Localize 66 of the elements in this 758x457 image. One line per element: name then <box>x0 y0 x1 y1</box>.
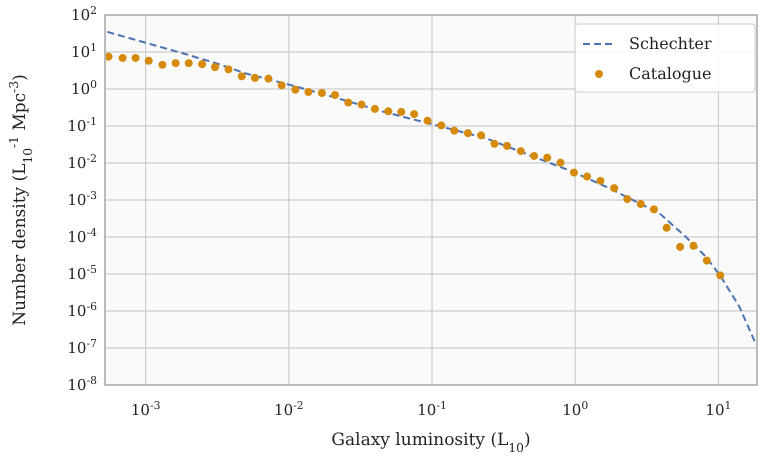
y-tick-label: 10$^{-6}$ <box>67 300 98 320</box>
point <box>450 126 458 135</box>
x-tick-label: 10$^{1}$ <box>705 398 732 419</box>
point <box>556 158 564 167</box>
point <box>344 98 352 107</box>
point <box>198 60 206 68</box>
y-tick-label: 10$^{0}$ <box>71 78 98 98</box>
x-tick-label: 10$^{-1}$ <box>417 398 447 419</box>
point <box>716 271 724 280</box>
y-tick-label: 10$^{-3}$ <box>67 188 98 209</box>
point <box>105 52 112 61</box>
point <box>224 65 233 74</box>
y-tick-label: 10$^{-1}$ <box>67 114 97 135</box>
x-tick-label: 10$^{-2}$ <box>274 398 304 419</box>
point <box>370 104 379 113</box>
point <box>384 107 392 116</box>
point <box>250 74 259 82</box>
point <box>437 121 446 130</box>
point <box>623 195 632 204</box>
legend-label: Catalogue <box>629 64 712 83</box>
point <box>238 72 246 80</box>
point <box>211 63 220 72</box>
point <box>184 59 193 68</box>
point <box>358 100 366 109</box>
point <box>410 110 418 118</box>
point <box>530 152 538 160</box>
x-tick-label: 10$^{0}$ <box>562 398 588 419</box>
point <box>464 129 472 138</box>
point <box>702 256 711 265</box>
y-tick-label: 10$^{-4}$ <box>67 226 98 246</box>
point <box>650 205 658 214</box>
legend-label: Schechter <box>629 34 712 53</box>
point <box>610 184 618 192</box>
point <box>662 224 671 232</box>
y-tick-label: 10$^{-2}$ <box>67 152 97 172</box>
point <box>118 54 127 62</box>
point <box>676 242 684 251</box>
y-tick-label: 10$^{-7}$ <box>67 336 98 357</box>
point <box>172 59 180 68</box>
point <box>158 60 166 69</box>
point <box>291 86 300 94</box>
point <box>318 88 326 97</box>
point <box>477 131 486 140</box>
point <box>397 108 406 116</box>
point <box>596 176 604 185</box>
x-axis-title: Galaxy luminosity (L$_{10}$) <box>331 430 531 455</box>
y-tick-label: 10$^{-8}$ <box>67 374 98 394</box>
y-tick-label: 10$^{-5}$ <box>67 262 98 283</box>
point <box>690 242 698 250</box>
y-tick-label: 10$^{1}$ <box>71 40 97 61</box>
x-tick-label: 10$^{-3}$ <box>130 398 161 419</box>
point <box>516 147 525 156</box>
point <box>330 90 339 99</box>
point <box>144 56 153 65</box>
point <box>424 116 432 125</box>
point <box>543 154 552 162</box>
point <box>490 140 498 148</box>
y-tick-label: 10$^{2}$ <box>71 4 97 24</box>
point <box>583 172 592 181</box>
point <box>304 88 312 96</box>
point <box>132 54 140 62</box>
point <box>278 81 286 90</box>
point <box>503 142 512 150</box>
point <box>636 200 645 208</box>
point <box>570 168 578 177</box>
point <box>264 74 272 83</box>
